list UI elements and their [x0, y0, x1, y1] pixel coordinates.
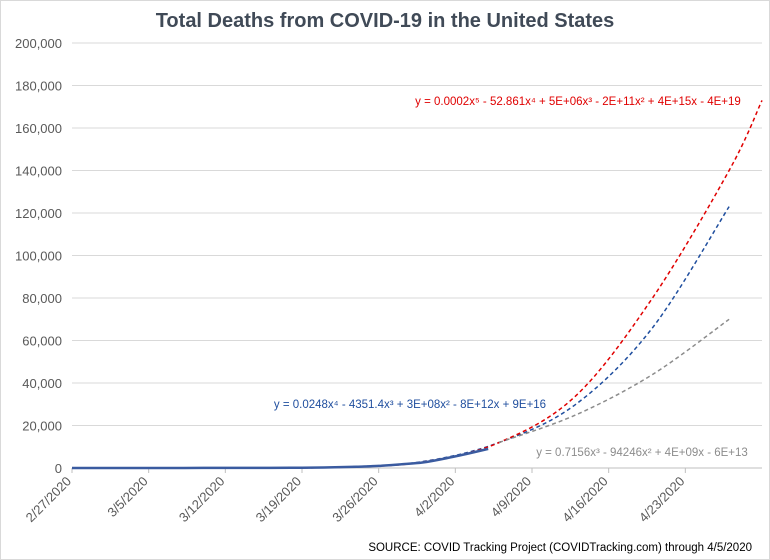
x-axis: 2/27/2020 3/5/2020 3/12/2020 3/19/2020 3/26/… — [23, 467, 762, 526]
y-tick-label: 40,000 — [22, 376, 62, 391]
trendline-equation: y = 0.7156x³ - 94246x² + 4E+09x - 6E+13 — [536, 447, 748, 459]
trendline-2 — [269, 100, 763, 469]
y-tick-label: 80,000 — [22, 291, 62, 306]
y-tick-label: 200,000 — [15, 36, 62, 51]
x-tick-label: 4/2/2020 — [411, 474, 457, 520]
y-tick-label: 160,000 — [15, 121, 62, 136]
series-lines — [72, 100, 763, 470]
x-tick-label: 4/23/2020 — [636, 474, 688, 526]
y-tick-label: 140,000 — [15, 164, 62, 179]
x-tick-label: 3/5/2020 — [104, 474, 150, 520]
x-tick-label: 3/12/2020 — [176, 474, 228, 526]
x-tick-label: 3/19/2020 — [253, 474, 305, 526]
x-tick-label: 3/26/2020 — [329, 474, 381, 526]
gridlines — [72, 42, 762, 426]
series-line-total-deaths — [72, 447, 489, 470]
trendline-equation: y = 0.0248x⁴ - 4351.4x³ + 3E+08x² - 8E+1… — [274, 399, 546, 411]
chart-title: Total Deaths from COVID-19 in the United… — [155, 10, 615, 32]
trendline-3 — [498, 318, 730, 444]
trendline-equations: y = 0.0248x⁴ - 4351.4x³ + 3E+08x² - 8E+1… — [274, 96, 748, 459]
trendline-equation: y = 0.0002x⁵ - 52.861x⁴ + 5E+06x³ - 2E+1… — [415, 96, 741, 108]
source-note: SOURCE: COVID Tracking Project (COVIDTra… — [368, 542, 752, 554]
x-tick-label: 4/16/2020 — [559, 474, 611, 526]
y-tick-label: 120,000 — [15, 206, 62, 221]
y-tick-label: 180,000 — [15, 79, 62, 94]
x-tick-label: 4/9/2020 — [488, 474, 534, 520]
y-tick-label: 100,000 — [15, 249, 62, 264]
trendline-1 — [269, 206, 730, 469]
y-tick-label: 60,000 — [22, 334, 62, 349]
y-tick-label: 20,000 — [22, 419, 62, 434]
y-tick-label: 0 — [55, 461, 62, 476]
x-tick-label: 2/27/2020 — [23, 474, 75, 526]
y-axis: 0 20,000 40,000 60,000 80,000 100,000 120,000 1… — [15, 36, 62, 476]
